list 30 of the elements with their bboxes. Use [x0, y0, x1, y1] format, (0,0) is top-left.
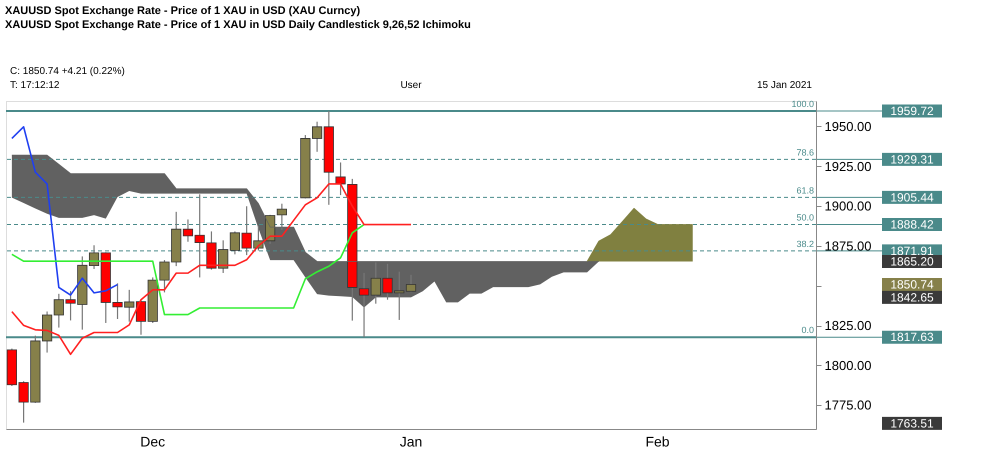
- text: T: 17:12:12: [10, 80, 60, 91]
- text: C: 1850.74 +4.21 (0.22%): [10, 66, 125, 77]
- chart-subtitle: XAUUSD Spot Exchange Rate - Price of 1 XAU in USD Daily Candlestick 9,26,52 Ichimoku: [5, 19, 471, 31]
- y-tick-label: 1925.00: [824, 158, 872, 174]
- text: User: [400, 80, 422, 91]
- annotation: 78.6: [796, 147, 814, 158]
- y-tick-label: 1825.00: [824, 318, 872, 334]
- y-tick-label: 1800.00: [824, 358, 872, 373]
- text: 15 Jan 2021: [756, 80, 812, 91]
- annotation: 0.0: [801, 325, 814, 336]
- x-tick-label: Jan: [400, 434, 422, 450]
- y-tick-label: 1775.00: [824, 398, 872, 413]
- ref-line-label: 1959.72: [890, 104, 934, 118]
- annotation: 100.0: [791, 99, 814, 109]
- y-tick-label: 1950.00: [824, 118, 872, 134]
- annotation: 38.2: [796, 238, 814, 249]
- text: 1850.74: [890, 278, 934, 292]
- chart-title: XAUUSD Spot Exchange Rate - Price of 1 XAU in USD (XAU Curncy): [5, 5, 360, 17]
- ref-line-label: 1929.31: [890, 152, 934, 166]
- text: 1842.65: [890, 290, 934, 304]
- ref-line-label: 1888.42: [890, 218, 934, 232]
- y-tick-label: 1900.00: [824, 198, 872, 214]
- annotation: 61.8: [796, 185, 814, 196]
- y-tick-label: 1875.00: [824, 238, 872, 254]
- ref-line-label: 1817.63: [890, 330, 934, 344]
- text: 1763.51: [890, 416, 934, 430]
- annotation: 50.0: [796, 212, 814, 223]
- ref-line-label: 1905.44: [890, 190, 934, 204]
- x-tick-label: Dec: [140, 434, 166, 450]
- x-tick-label: Feb: [645, 434, 670, 450]
